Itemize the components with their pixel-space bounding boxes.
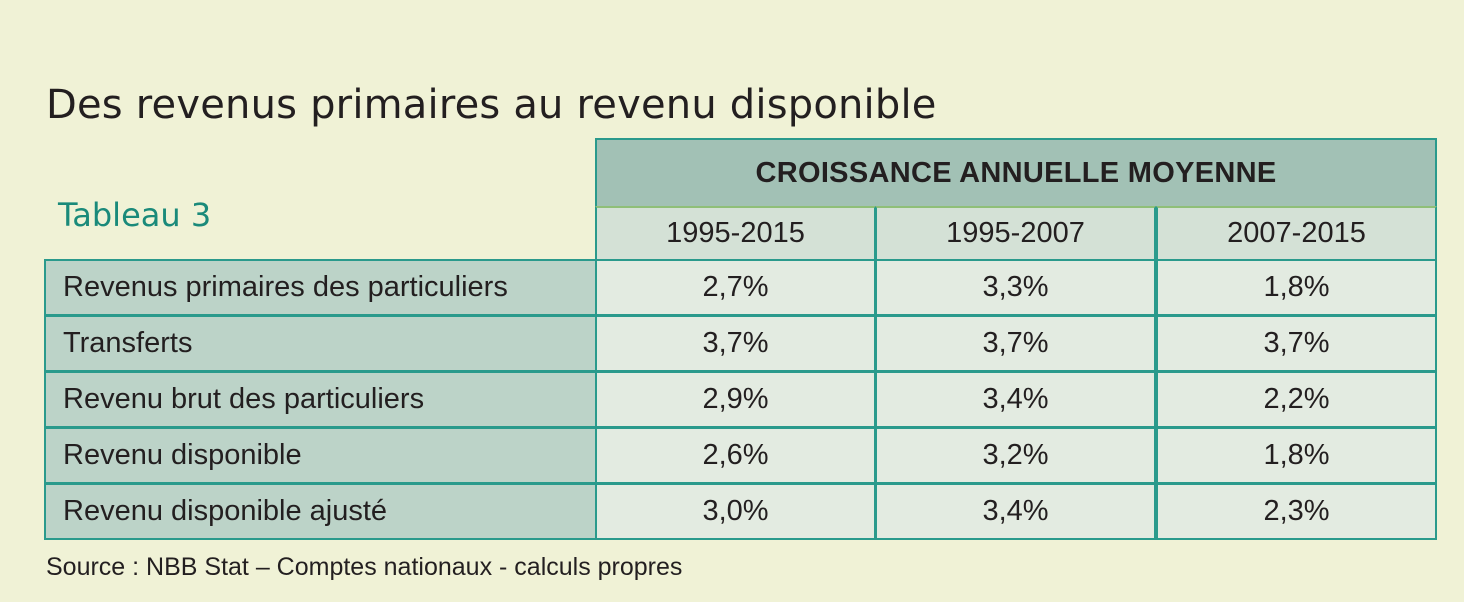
table-cell: 3,0%: [595, 483, 876, 540]
group-header: CROISSANCE ANNUELLE MOYENNE: [595, 138, 1437, 208]
table-cell: 2,2%: [1156, 371, 1437, 428]
table-cell: 3,4%: [875, 371, 1156, 428]
table-cell: 2,7%: [595, 259, 876, 316]
column-header: 1995-2007: [875, 206, 1156, 261]
table-cell: 3,2%: [875, 427, 1156, 484]
table-cell: 2,9%: [595, 371, 876, 428]
page-title: Des revenus primaires au revenu disponib…: [46, 82, 937, 128]
row-label: Revenu brut des particuliers: [44, 371, 597, 428]
row-label: Transferts: [44, 315, 597, 372]
table-cell: 1,8%: [1156, 259, 1437, 316]
row-label: Revenu disponible ajusté: [44, 483, 597, 540]
table-cell: 3,7%: [1156, 315, 1437, 372]
column-header: 1995-2015: [595, 206, 876, 261]
table-cell: 3,7%: [875, 315, 1156, 372]
table-cell: 2,3%: [1156, 483, 1437, 540]
table-cell: 2,6%: [595, 427, 876, 484]
table-cell: 3,7%: [595, 315, 876, 372]
row-label: Revenu disponible: [44, 427, 597, 484]
table-cell: 1,8%: [1156, 427, 1437, 484]
table-cell: 3,4%: [875, 483, 1156, 540]
row-label: Revenus primaires des particuliers: [44, 259, 597, 316]
table-number: Tableau 3: [58, 196, 212, 234]
column-header: 2007-2015: [1156, 206, 1437, 261]
source-note: Source : NBB Stat – Comptes nationaux - …: [46, 553, 683, 581]
table-cell: 3,3%: [875, 259, 1156, 316]
